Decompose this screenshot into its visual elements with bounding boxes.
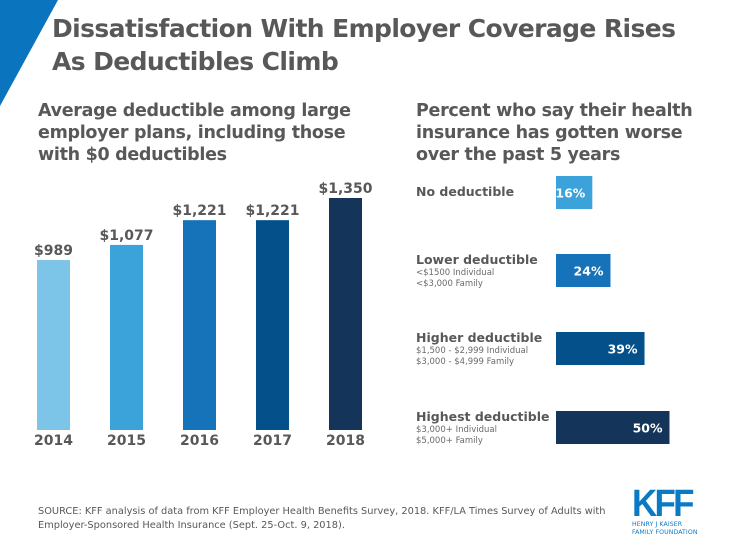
- x-tick-label: 2017: [253, 433, 292, 449]
- category-detail: $5,000+ Family: [416, 436, 483, 446]
- category-label: No deductible: [416, 184, 514, 200]
- hbar-2: [556, 332, 645, 365]
- bar-2016: [183, 220, 216, 430]
- page-title: Dissatisfaction With Employer Coverage R…: [52, 14, 676, 76]
- kff-logo-org-line2: FAMILY FOUNDATION: [632, 529, 698, 536]
- kff-logo-org-line1: HENRY J KAISER: [632, 521, 683, 528]
- category-name: Lower deductible: [416, 252, 538, 267]
- category-label: Highest deductible $3,000+ Individual $5,0…: [416, 409, 550, 447]
- category-name: Higher deductible: [416, 330, 543, 345]
- bar-2018: [329, 198, 362, 430]
- category-label: Lower deductible <$1500 Individual <$3,000…: [416, 252, 538, 290]
- x-tick-label: 2016: [180, 433, 219, 449]
- category-name: No deductible: [416, 184, 515, 199]
- hbar-value-label: 24%: [574, 264, 604, 279]
- x-tick-label: 2014: [34, 433, 73, 449]
- hbar-value-label: 16%: [555, 186, 585, 201]
- category-detail: $3,000+ Individual: [416, 425, 497, 435]
- bar-value-label: $989: [34, 243, 73, 259]
- x-tick-label: 2015: [107, 433, 146, 449]
- bar-value-label: $1,077: [99, 228, 153, 244]
- kff-logo-mark: KFF: [632, 483, 694, 525]
- bar-value-label: $1,221: [172, 203, 226, 219]
- x-tick-label: 2018: [326, 433, 365, 449]
- bar-2014: [37, 260, 70, 430]
- hbar-value-label: 39%: [608, 342, 638, 357]
- corner-accent: [0, 0, 58, 106]
- bar-2015: [110, 244, 143, 430]
- source-note: SOURCE: KFF analysis of data from KFF Em…: [38, 506, 606, 531]
- category-detail: $3,000 - $4,999 Family: [416, 357, 515, 367]
- category-name: Highest deductible: [416, 409, 550, 424]
- kff-logo: KFF HENRY J KAISER FAMILY FOUNDATION: [632, 483, 712, 537]
- category-detail: <$3,000 Family: [416, 279, 483, 289]
- corner-accent-shape: [0, 0, 58, 106]
- hbar-value-label: 50%: [633, 421, 663, 436]
- hbar-3: [556, 411, 670, 444]
- bar-2017: [256, 220, 289, 430]
- category-detail: $1,500 - $2,999 Individual: [416, 346, 529, 356]
- hbar-1: [556, 254, 611, 287]
- category-label: Higher deductible $1,500 - $2,999 Individ…: [416, 330, 542, 368]
- category-detail: <$1500 Individual: [416, 268, 495, 278]
- right-chart-title: Percent who say their health insurance h…: [416, 101, 693, 165]
- left-chart-title: Average deductible among large employer …: [38, 101, 351, 165]
- bar-value-label: $1,221: [245, 203, 299, 219]
- hbar-0: [556, 176, 593, 209]
- bar-value-label: $1,350: [318, 181, 372, 197]
